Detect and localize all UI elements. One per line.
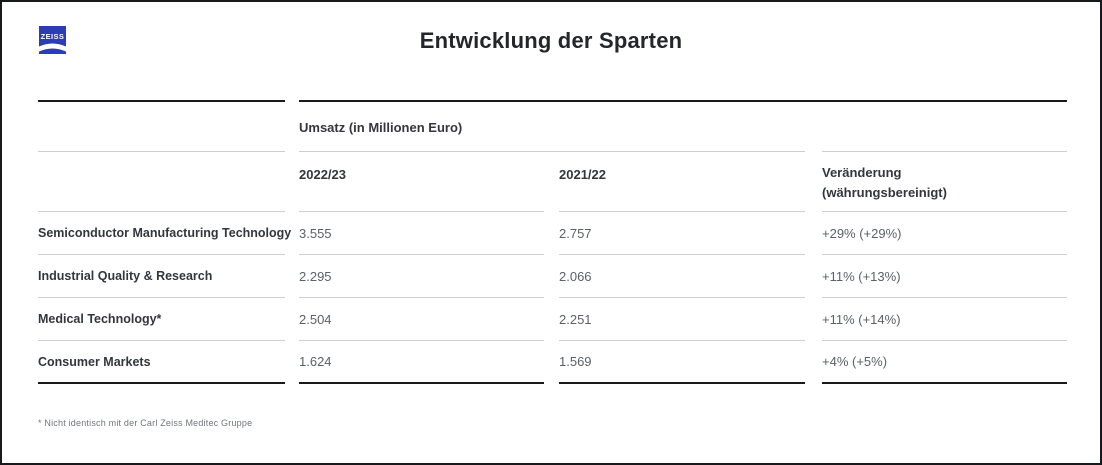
table-corner-cell	[38, 100, 285, 152]
table-cell: 3.555	[299, 212, 544, 255]
cell-value: 2.295	[299, 268, 332, 284]
divider	[299, 100, 805, 152]
table-cell: +11% (+14%)	[822, 298, 1067, 341]
table-cell: 2.295	[299, 255, 544, 298]
cell-value: 3.555	[299, 225, 332, 241]
cell-value: 2.504	[299, 311, 332, 327]
table-cell: +4% (+5%)	[822, 341, 1067, 384]
cell-value: 2.251	[559, 311, 592, 327]
cell-value: +11% (+13%)	[822, 268, 901, 284]
group-header-label: Umsatz (in Millionen Euro)	[299, 119, 463, 135]
column-header-label: 2021/22	[559, 167, 606, 182]
zeiss-logo: ZEISS	[39, 26, 66, 54]
row-label-text: Consumer Markets	[38, 354, 151, 369]
cell-value: +29% (+29%)	[822, 225, 902, 241]
table-row-label: Medical Technology*	[38, 298, 285, 341]
table-cell: 2.251	[559, 298, 805, 341]
table-cell: 1.569	[559, 341, 805, 384]
table-row-label: Semiconductor Manufacturing Technology	[38, 212, 291, 255]
group-header-cell: Umsatz (in Millionen Euro)	[299, 100, 1067, 152]
row-label-text: Industrial Quality & Research	[38, 269, 213, 283]
cell-value: 1.624	[299, 354, 332, 369]
column-header-2022-23: 2022/23	[299, 152, 544, 212]
row-label-text: Medical Technology*	[38, 312, 162, 326]
header-empty-cell	[38, 152, 285, 212]
cell-value: +11% (+14%)	[822, 311, 901, 327]
cell-value: 1.569	[559, 354, 592, 369]
row-label-text: Semiconductor Manufacturing Technology	[38, 226, 292, 240]
footnote: * Nicht identisch mit der Carl Zeiss Med…	[38, 418, 253, 428]
zeiss-logo-badge-icon: ZEISS	[39, 26, 66, 54]
cell-value: 2.066	[559, 268, 592, 284]
table-cell: 2.757	[559, 212, 805, 255]
column-header-label: (währungsbereinigt)	[822, 184, 947, 200]
cell-value: +4% (+5%)	[822, 354, 888, 369]
svg-text:ZEISS: ZEISS	[41, 32, 65, 41]
page-title: Entwicklung der Sparten	[419, 28, 683, 53]
column-header-2021-22: 2021/22	[559, 152, 805, 212]
column-header-label: 2022/23	[299, 167, 346, 182]
table-cell: 2.066	[559, 255, 805, 298]
table-cell: 2.504	[299, 298, 544, 341]
divider	[822, 100, 1067, 152]
column-header-label: Veränderung	[822, 165, 902, 180]
table-row-label: Consumer Markets	[38, 341, 285, 384]
cell-value: 2.757	[559, 225, 592, 241]
table-row-label: Industrial Quality & Research	[38, 255, 285, 298]
table-cell: 1.624	[299, 341, 544, 384]
table-cell: +29% (+29%)	[822, 212, 1067, 255]
table-cell: +11% (+13%)	[822, 255, 1067, 298]
divisions-table: Umsatz (in Millionen Euro) 2022/23 2021/…	[38, 100, 1067, 384]
column-header-change: Veränderung (währungsbereinigt)	[822, 152, 1067, 212]
